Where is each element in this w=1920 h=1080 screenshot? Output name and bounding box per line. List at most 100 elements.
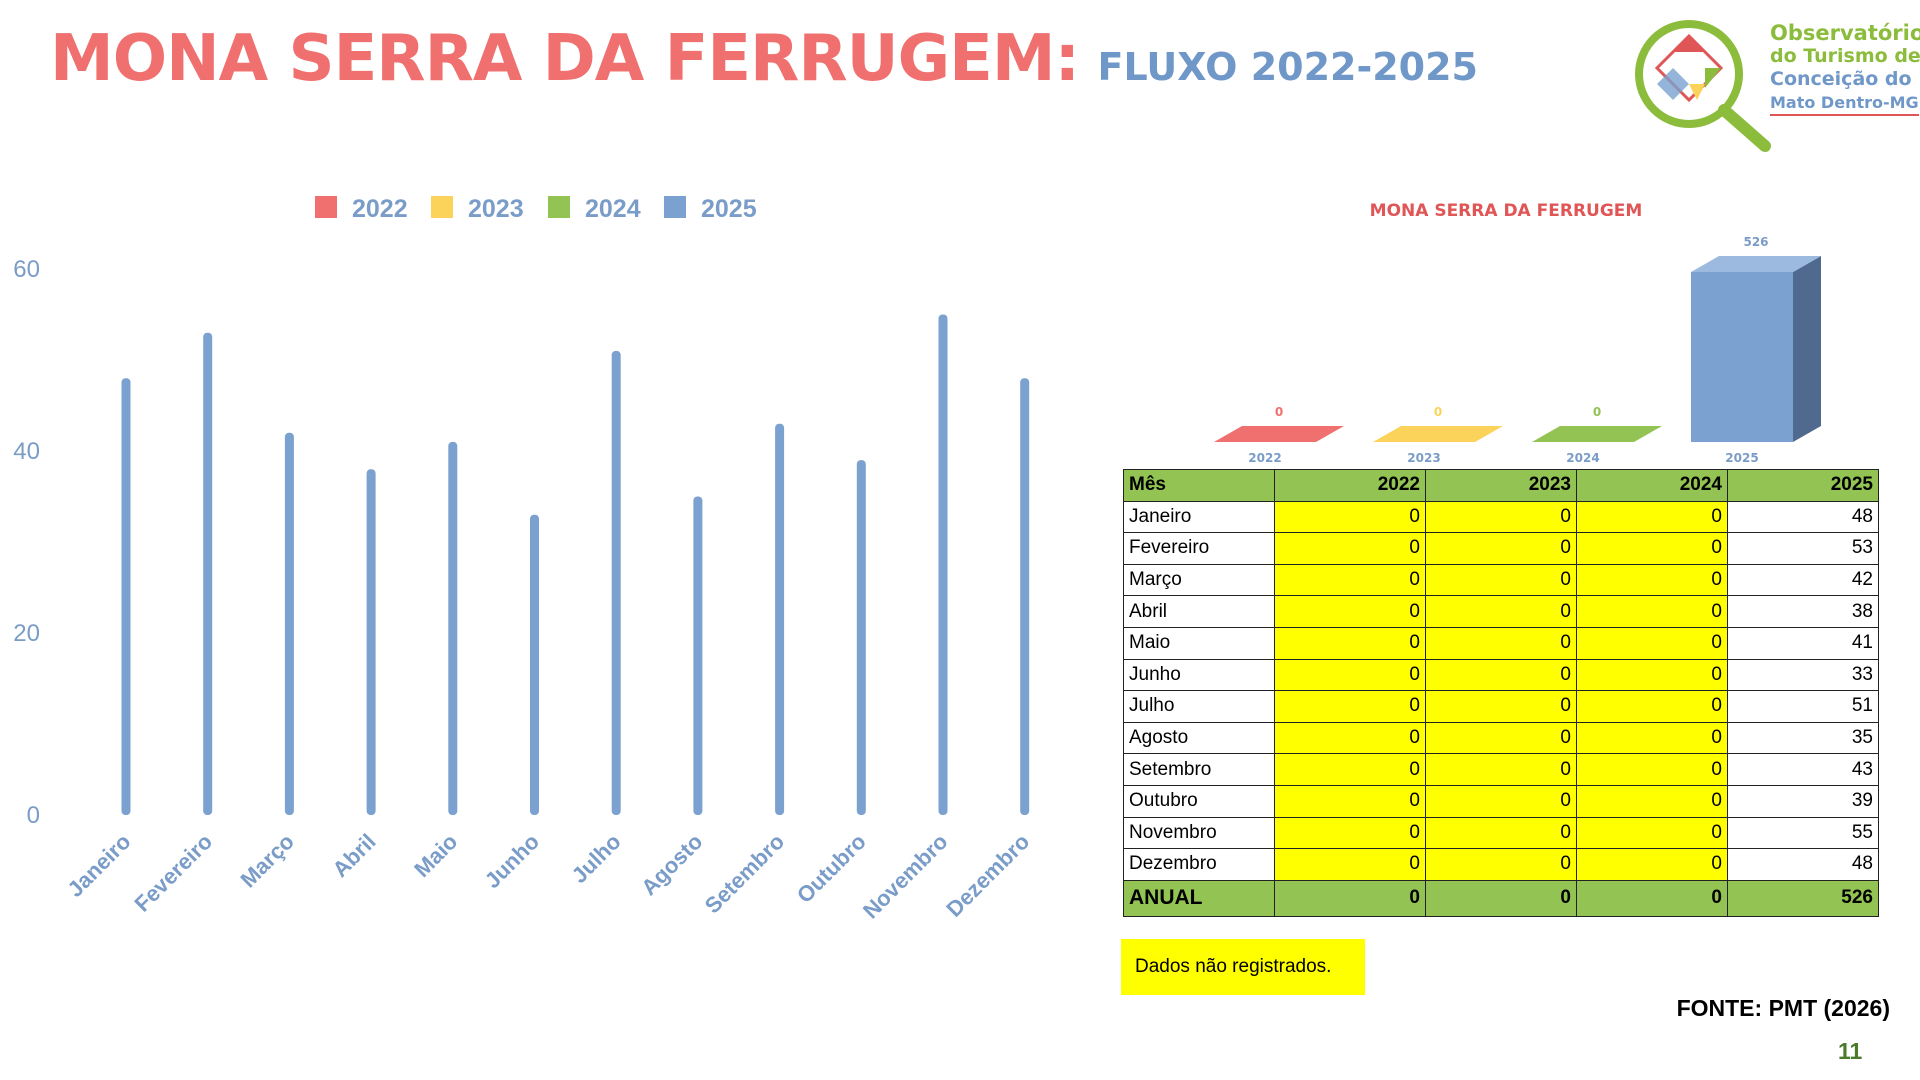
bar xyxy=(856,460,866,815)
table-cell: ANUAL xyxy=(1123,879,1275,917)
table-cell: 0 xyxy=(1425,784,1577,818)
x-tick-label: Setembro xyxy=(700,829,789,918)
x-tick-label: Agosto xyxy=(636,829,707,900)
table-cell: 48 xyxy=(1727,848,1879,881)
bar xyxy=(203,332,213,815)
table-cell: 0 xyxy=(1576,753,1728,786)
table-header: 2025 xyxy=(1727,469,1879,502)
table-cell: Abril xyxy=(1123,595,1275,628)
legend-swatch xyxy=(664,196,686,218)
table-row: Dezembro 0 0 0 48 xyxy=(1123,848,1879,881)
x-tick-label: Julho xyxy=(567,829,626,888)
x-tick-label: Junho xyxy=(480,829,544,893)
x-tick-label: Maio xyxy=(409,829,462,882)
table-cell: 0 xyxy=(1274,532,1426,565)
table-row: Julho 0 0 0 51 xyxy=(1123,690,1879,723)
table-row: Maio 0 0 0 41 xyxy=(1123,626,1879,660)
table-cell: 41 xyxy=(1727,626,1879,660)
table-row: Novembro 0 0 0 55 xyxy=(1123,816,1879,850)
table-cell: 43 xyxy=(1727,753,1879,786)
page-number: 11 xyxy=(1838,1038,1863,1064)
table-cell: 0 xyxy=(1576,595,1728,628)
table-cell: 42 xyxy=(1727,563,1879,597)
legend-label: 2022 xyxy=(352,195,408,223)
x-tick-label: Outubro xyxy=(792,829,871,908)
x-tick-label: 2022 xyxy=(1248,451,1281,465)
bar-side xyxy=(1793,256,1821,442)
data-label: 526 xyxy=(1743,235,1768,249)
table-cell: 0 xyxy=(1274,500,1426,534)
bar xyxy=(693,496,703,815)
table-cell: 0 xyxy=(1274,784,1426,818)
y-tick-label: 20 xyxy=(13,620,40,647)
legend-swatch xyxy=(431,196,453,218)
table-header-row: Mês 2022 2023 2024 2025 xyxy=(1123,469,1879,502)
table-cell: 0 xyxy=(1425,690,1577,723)
observatorio-logo-icon xyxy=(1635,20,1771,152)
table-cell: 0 xyxy=(1425,879,1577,917)
table-cell: 0 xyxy=(1576,532,1728,565)
table-cell: 0 xyxy=(1425,563,1577,597)
table-cell: Dezembro xyxy=(1123,848,1275,881)
logo-line-1: Observatório xyxy=(1770,21,1920,45)
page-title: MONA SERRA DA FERRUGEM: FLUXO 2022-2025 xyxy=(50,22,1478,96)
table-cell: 0 xyxy=(1576,879,1728,917)
table-row: Junho 0 0 0 33 xyxy=(1123,658,1879,692)
table-annual-row: ANUAL 0 0 0 526 xyxy=(1123,879,1879,917)
table-cell: Outubro xyxy=(1123,784,1275,818)
table-cell: Março xyxy=(1123,563,1275,597)
bar xyxy=(1020,378,1030,815)
table-cell: 48 xyxy=(1727,500,1879,534)
table-cell: Janeiro xyxy=(1123,500,1275,534)
x-tick-label: Novembro xyxy=(858,829,953,924)
table-cell: 0 xyxy=(1576,784,1728,818)
logo-line-2: do Turismo de xyxy=(1770,45,1920,67)
source-label: FONTE: PMT (2026) xyxy=(1676,995,1890,1021)
table-cell: 0 xyxy=(1576,848,1728,881)
table-cell: 0 xyxy=(1274,879,1426,917)
mini-chart-title: MONA SERRA DA FERRUGEM xyxy=(1370,201,1643,221)
bar xyxy=(1373,426,1503,442)
x-tick-label: 2024 xyxy=(1566,451,1599,465)
bar xyxy=(284,432,294,815)
table-cell: Novembro xyxy=(1123,816,1275,850)
data-table: Mês 2022 2023 2024 2025 Janeiro 0 0 0 48 Feve… xyxy=(1123,469,1879,917)
bar xyxy=(938,314,948,815)
table-row: Fevereiro 0 0 0 53 xyxy=(1123,532,1879,565)
table-cell: 33 xyxy=(1727,658,1879,692)
x-tick-label: Março xyxy=(235,829,298,892)
table-cell: 53 xyxy=(1727,532,1879,565)
table-row: Janeiro 0 0 0 48 xyxy=(1123,500,1879,534)
bar xyxy=(121,378,131,815)
logo-line-3: Conceição do xyxy=(1770,68,1912,90)
table-cell: 526 xyxy=(1727,879,1879,917)
table-cell: Setembro xyxy=(1123,753,1275,786)
table-cell: 0 xyxy=(1576,721,1728,755)
x-tick-label: Fevereiro xyxy=(130,829,218,917)
bar xyxy=(1691,272,1793,442)
legend-label: 2024 xyxy=(585,195,641,223)
data-label: 0 xyxy=(1275,405,1283,419)
table-cell: Maio xyxy=(1123,626,1275,660)
bar xyxy=(1532,426,1662,442)
table-row: Agosto 0 0 0 35 xyxy=(1123,721,1879,755)
table-row: Março 0 0 0 42 xyxy=(1123,563,1879,597)
table-row: Setembro 0 0 0 43 xyxy=(1123,753,1879,786)
x-tick-label: Abril xyxy=(328,829,381,882)
data-label: 0 xyxy=(1434,405,1442,419)
table-cell: 0 xyxy=(1425,753,1577,786)
bar-top xyxy=(1691,256,1821,272)
table-cell: 0 xyxy=(1274,563,1426,597)
table-cell: 0 xyxy=(1274,721,1426,755)
bar xyxy=(530,514,539,815)
x-tick-label: 2023 xyxy=(1407,451,1440,465)
y-tick-label: 60 xyxy=(13,256,40,283)
table-header: 2023 xyxy=(1425,469,1577,502)
table-row: Outubro 0 0 0 39 xyxy=(1123,784,1879,818)
legend-note: Dados não registrados. xyxy=(1121,939,1365,995)
table-cell: 0 xyxy=(1576,563,1728,597)
legend-label: 2023 xyxy=(468,195,524,223)
x-tick-label: 2025 xyxy=(1725,451,1758,465)
table-cell: 39 xyxy=(1727,784,1879,818)
table-cell: 0 xyxy=(1425,532,1577,565)
